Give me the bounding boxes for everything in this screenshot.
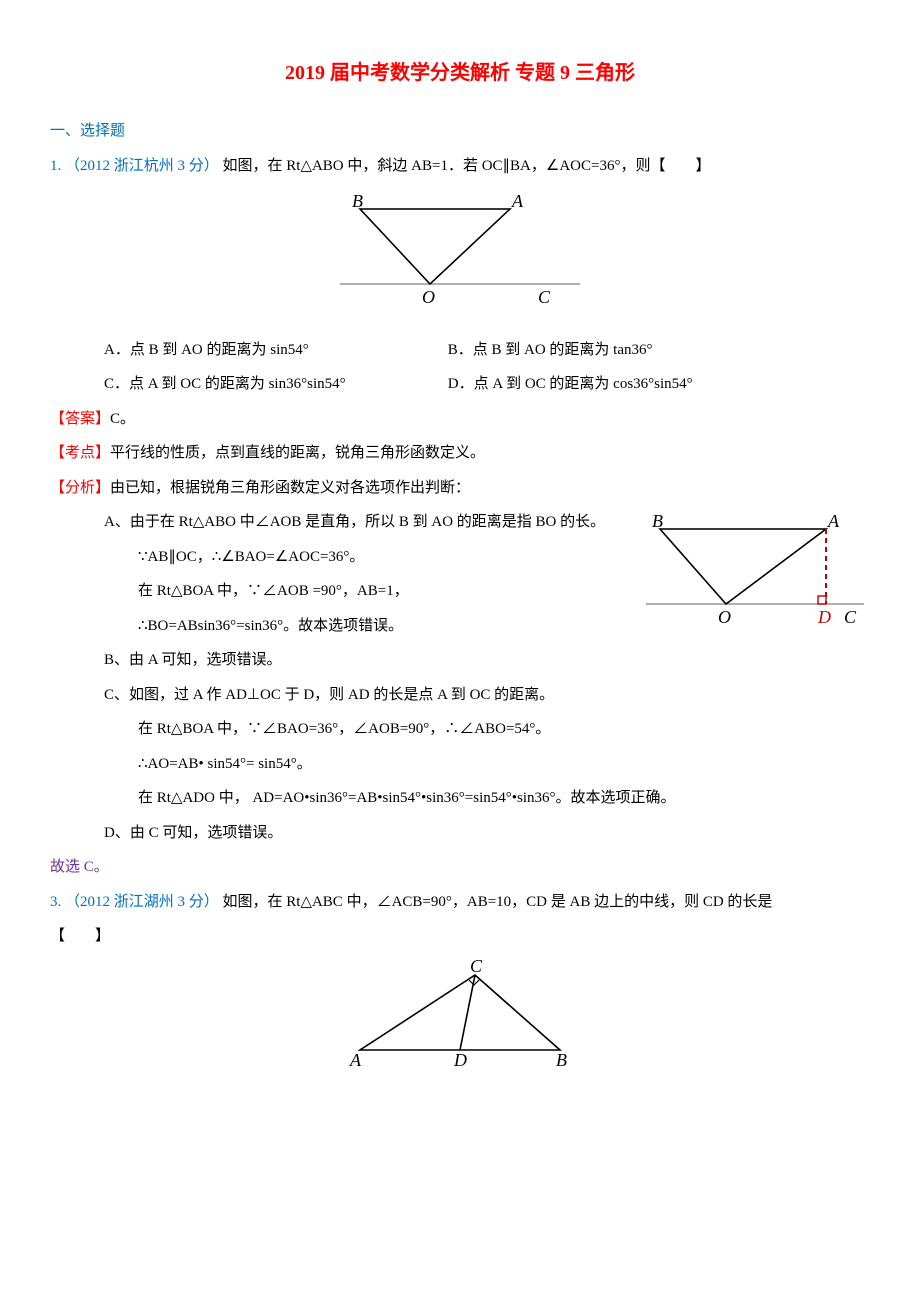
analysis-c4: 在 Rt△ADO 中， AD=AO•sin36°=AB•sin54°•sin36… xyxy=(50,781,870,816)
svg-text:D: D xyxy=(453,1050,467,1070)
svg-text:D: D xyxy=(817,607,831,627)
page-title: 2019 届中考数学分类解析 专题 9 三角形 xyxy=(50,50,870,96)
q1-option-b: B．点 B 到 AO 的距离为 tan36° xyxy=(448,333,808,368)
q1-figure: B A O C xyxy=(50,189,870,323)
svg-text:A: A xyxy=(511,191,524,211)
q1-options-row2: C．点 A 到 OC 的距离为 sin36°sin54° D．点 A 到 OC … xyxy=(50,367,870,402)
q1-stem: 如图，在 Rt△ABO 中，斜边 AB=1．若 OC∥BA，∠AOC=36°，则… xyxy=(223,158,711,174)
section-header: 一、选择题 xyxy=(50,114,870,149)
svg-text:C: C xyxy=(844,607,857,627)
q1-conclusion: 故选 C。 xyxy=(50,850,870,885)
fenxi-text: 由已知，根据锐角三角形函数定义对各选项作出判断： xyxy=(110,480,470,496)
q1-option-a: A．点 B 到 AO 的距离为 sin54° xyxy=(104,333,444,368)
q3-stem: 如图，在 Rt△ABC 中，∠ACB=90°，AB=10，CD 是 AB 边上的… xyxy=(223,894,773,910)
analysis-c1: C、如图，过 A 作 AD⊥OC 于 D，则 AD 的长是点 A 到 OC 的距… xyxy=(50,678,870,713)
q1-number: 1. xyxy=(50,158,61,174)
answer-value: C。 xyxy=(110,411,135,427)
q3-source: （2012 浙江湖州 3 分） xyxy=(65,894,219,910)
q1-options-row1: A．点 B 到 AO 的距离为 sin54° B．点 B 到 AO 的距离为 t… xyxy=(50,333,870,368)
q3-figure: A D B C xyxy=(50,960,870,1084)
kaodian-label: 【考点】 xyxy=(50,445,110,461)
svg-text:O: O xyxy=(718,607,731,627)
q1-fenxi-line: 【分析】由已知，根据锐角三角形函数定义对各选项作出判断： xyxy=(50,471,870,506)
analysis-c2: 在 Rt△BOA 中，∵∠BAO=36°，∠AOB=90°，∴∠ABO=54°。 xyxy=(50,712,870,747)
q1-analysis-figure: B A O D C xyxy=(640,509,870,643)
svg-text:B: B xyxy=(352,191,363,211)
q3-number: 3. xyxy=(50,894,61,910)
analysis-d1: D、由 C 可知，选项错误。 xyxy=(50,816,870,851)
svg-text:A: A xyxy=(827,511,840,531)
fenxi-label: 【分析】 xyxy=(50,480,110,496)
svg-text:A: A xyxy=(349,1050,362,1070)
triangle-abo-ad-diagram: B A O D C xyxy=(640,509,870,629)
svg-text:C: C xyxy=(470,960,483,976)
svg-text:B: B xyxy=(652,511,663,531)
svg-text:C: C xyxy=(538,287,551,307)
q1-option-c: C．点 A 到 OC 的距离为 sin36°sin54° xyxy=(104,367,444,402)
answer-label: 【答案】 xyxy=(50,411,110,427)
analysis-b1: B、由 A 可知，选项错误。 xyxy=(50,643,870,678)
q1-option-d: D．点 A 到 OC 的距离为 cos36°sin54° xyxy=(448,367,808,402)
q1-answer-line: 【答案】C。 xyxy=(50,402,870,437)
kaodian-text: 平行线的性质，点到直线的距离，锐角三角形函数定义。 xyxy=(110,445,485,461)
triangle-abc-median-diagram: A D B C xyxy=(340,960,580,1070)
q1-kaodian-line: 【考点】平行线的性质，点到直线的距离，锐角三角形函数定义。 xyxy=(50,436,870,471)
svg-text:O: O xyxy=(422,287,435,307)
svg-text:B: B xyxy=(556,1050,567,1070)
q3-brackets: 【 】 xyxy=(50,919,870,954)
q1-stem-line: 1. （2012 浙江杭州 3 分） 如图，在 Rt△ABO 中，斜边 AB=1… xyxy=(50,149,870,184)
q1-source: （2012 浙江杭州 3 分） xyxy=(65,158,219,174)
triangle-abo-diagram: B A O C xyxy=(330,189,590,309)
q3-stem-line: 3. （2012 浙江湖州 3 分） 如图，在 Rt△ABC 中，∠ACB=90… xyxy=(50,885,870,920)
analysis-c3: ∴AO=AB• sin54°= sin54°。 xyxy=(50,747,870,782)
